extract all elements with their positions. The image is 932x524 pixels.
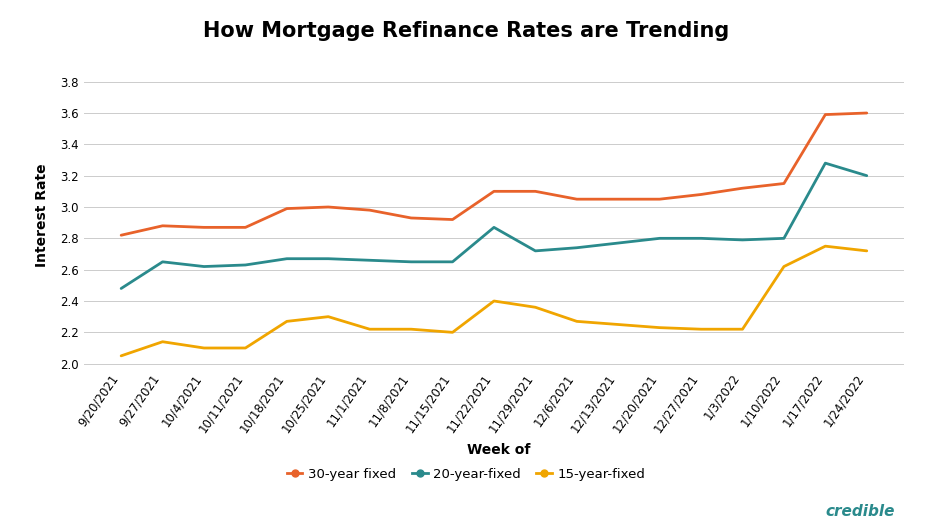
Text: How Mortgage Refinance Rates are Trending: How Mortgage Refinance Rates are Trendin… <box>203 21 729 41</box>
Y-axis label: Interest Rate: Interest Rate <box>35 163 49 267</box>
Legend: 30-year fixed, 20-year-fixed, 15-year-fixed: 30-year fixed, 20-year-fixed, 15-year-fi… <box>281 462 651 486</box>
Text: credible: credible <box>825 504 895 519</box>
Text: Week of: Week of <box>467 443 530 457</box>
